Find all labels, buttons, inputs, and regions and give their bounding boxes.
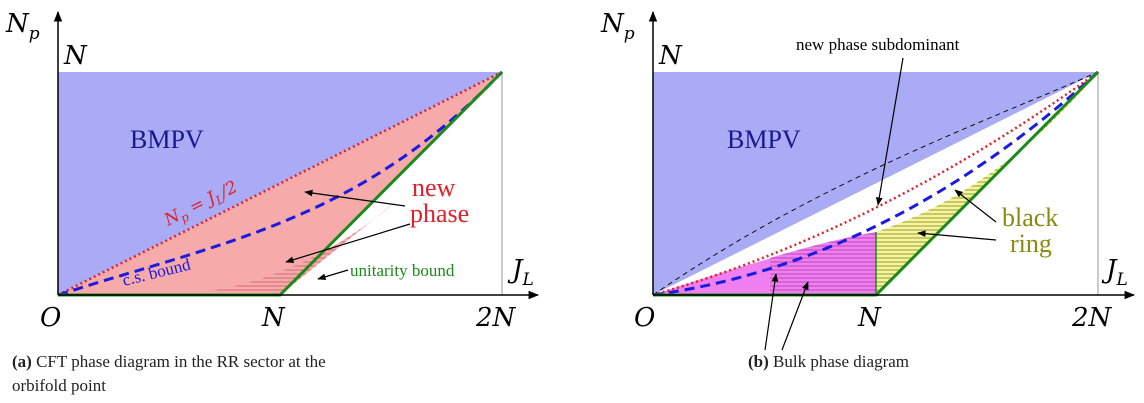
right-caption-text: Bulk phase diagram xyxy=(773,352,909,371)
left-arrow-new-phase-upper xyxy=(304,189,406,207)
left-x-tick-2: 2N xyxy=(475,303,517,333)
right-subdominant-label: new phase subdominant xyxy=(796,35,960,54)
right-black-ring-line2: ring xyxy=(1010,229,1052,258)
right-bmpv-label: BMPV xyxy=(727,125,801,154)
right-black-ring-line1: black xyxy=(1002,203,1058,232)
left-x-axis-label: JL xyxy=(507,255,534,290)
right-magenta-hatched xyxy=(770,232,876,295)
right-caption: (b) Bulk phase diagram xyxy=(748,350,1108,374)
right-arrow-bottom-2 xyxy=(781,281,809,351)
left-hatched-region xyxy=(180,198,400,295)
left-caption-tag: (a) xyxy=(12,352,32,371)
left-y-tick: N xyxy=(63,41,88,71)
right-origin-label: O xyxy=(634,303,655,333)
left-caption: (a) CFT phase diagram in the RR sector a… xyxy=(12,350,572,398)
left-y-axis-label: Np xyxy=(5,9,40,44)
left-bmpv-label: BMPV xyxy=(130,125,204,154)
left-new-phase-line1: new xyxy=(412,173,456,202)
right-y-axis-label: Np xyxy=(600,9,635,44)
right-arrow-ring-lower xyxy=(917,230,997,241)
right-x-axis-label: JL xyxy=(1101,255,1128,290)
left-panel: Np N JL O N 2N BMPV Np = JL/2 c.s. bound… xyxy=(5,9,540,333)
right-red-dotted-curve xyxy=(652,70,1099,297)
right-x-tick-1: N xyxy=(857,303,882,333)
left-origin-label: O xyxy=(40,303,61,333)
left-cs-bound-curve xyxy=(57,70,504,297)
right-bmpv-region xyxy=(653,72,1098,295)
left-new-phase-region xyxy=(58,72,502,295)
right-x-tick-2: 2N xyxy=(1071,303,1113,333)
left-unitarity-label: unitarity bound xyxy=(350,261,455,280)
left-new-phase-line2: phase xyxy=(410,199,469,228)
left-caption-line2: orbifold point xyxy=(12,376,106,395)
right-blue-dashed-curve xyxy=(652,70,1100,297)
right-caption-tag: (b) xyxy=(748,352,769,371)
right-panel: Np N JL O N 2N BMPV new phase subdominan… xyxy=(600,9,1136,351)
left-arrow-unitarity xyxy=(317,269,349,281)
left-x-tick-1: N xyxy=(261,303,286,333)
left-caption-line1: CFT phase diagram in the RR sector at th… xyxy=(36,352,326,371)
right-y-tick: N xyxy=(658,41,683,71)
right-arrow-bottom-1 xyxy=(764,273,779,351)
right-arrow-ring-upper xyxy=(954,189,997,223)
right-arrow-subdominant xyxy=(875,57,904,206)
left-arrow-new-phase-lower xyxy=(285,223,411,263)
right-subdominant-dashed xyxy=(652,71,1099,296)
